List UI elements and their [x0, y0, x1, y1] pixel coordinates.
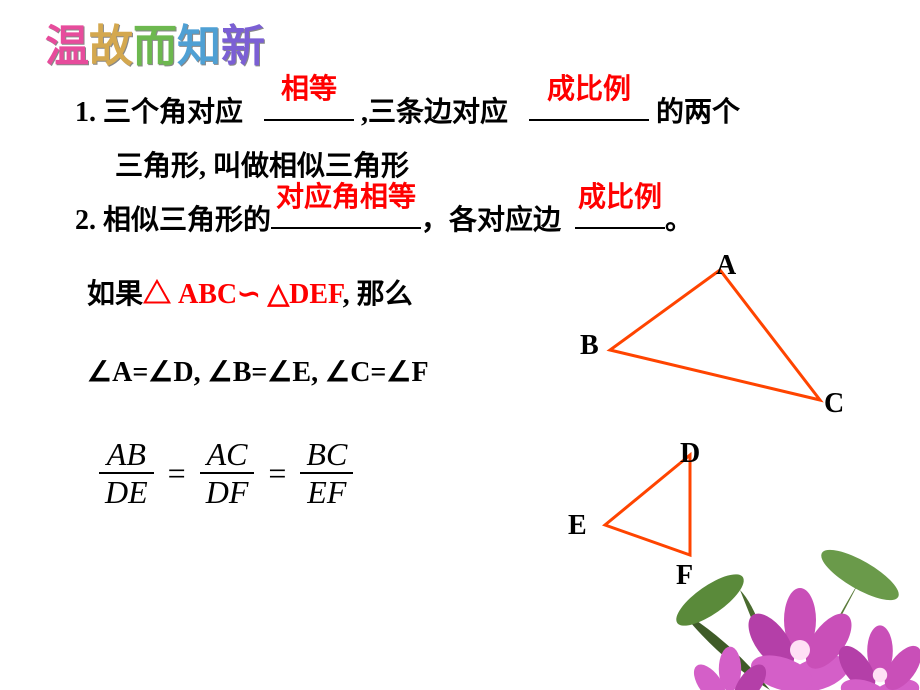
title-char: 新 [221, 22, 265, 71]
frac3-num: BC [300, 436, 353, 472]
label-D: D [680, 438, 700, 470]
q2-mid: ，各对应边 [421, 205, 561, 236]
fraction-1: AB DE [99, 436, 154, 510]
tri-abc: △ ABC [143, 279, 237, 310]
question-1-line1: 1. 三个角对应 相等 ,三条边对应 成比例 的两个 [75, 86, 885, 140]
slide-title: 温故而知新 [45, 10, 265, 74]
tri-def: △DEF [268, 279, 343, 310]
q2-blank2: 成比例 [575, 197, 665, 229]
question-1-line2: 三角形, 叫做相似三角形 [75, 140, 885, 194]
flower-decoration [580, 490, 920, 690]
fraction-3: BC EF [300, 436, 353, 510]
q2-blank1: 对应角相等 [271, 197, 421, 229]
q1-mid: ,三条边对应 [361, 97, 508, 128]
q1-fill1: 相等 [264, 63, 354, 117]
frac2-den: DF [200, 474, 255, 510]
label-A: A [716, 250, 736, 282]
title-char: 知 [177, 22, 221, 71]
fraction-2: AC DF [200, 436, 255, 510]
q2-fill2: 成比例 [575, 171, 665, 225]
frac3-den: EF [301, 474, 352, 510]
triangle-abc-shape [610, 270, 820, 400]
if-text: 如果 [87, 279, 143, 310]
q2-fill1: 对应角相等 [271, 171, 421, 225]
title-char: 故 [89, 22, 133, 71]
title-char: 温 [45, 22, 89, 71]
flower-icon [688, 647, 773, 690]
q1-prefix: 1. 三个角对应 [75, 97, 243, 128]
label-B: B [580, 330, 599, 362]
similar-symbol: ∽ [237, 279, 260, 310]
q1-fill2: 成比例 [529, 63, 649, 117]
label-C: C [824, 388, 844, 420]
frac1-den: DE [99, 474, 154, 510]
q2-suffix: 。 [665, 205, 693, 236]
triangle-abc [600, 260, 840, 420]
then-text: , 那么 [343, 279, 413, 310]
equals-sign: = [268, 455, 286, 492]
frac1-num: AB [101, 436, 152, 472]
title-char: 而 [133, 22, 177, 71]
q1-suffix: 的两个 [656, 97, 740, 128]
q1-blank2: 成比例 [529, 89, 649, 121]
question-2-line: 2. 相似三角形的 对应角相等 ，各对应边 成比例 。 [75, 194, 885, 248]
q2-prefix: 2. 相似三角形的 [75, 205, 271, 236]
equals-sign: = [168, 455, 186, 492]
frac2-num: AC [201, 436, 254, 472]
q1-blank1: 相等 [264, 89, 354, 121]
